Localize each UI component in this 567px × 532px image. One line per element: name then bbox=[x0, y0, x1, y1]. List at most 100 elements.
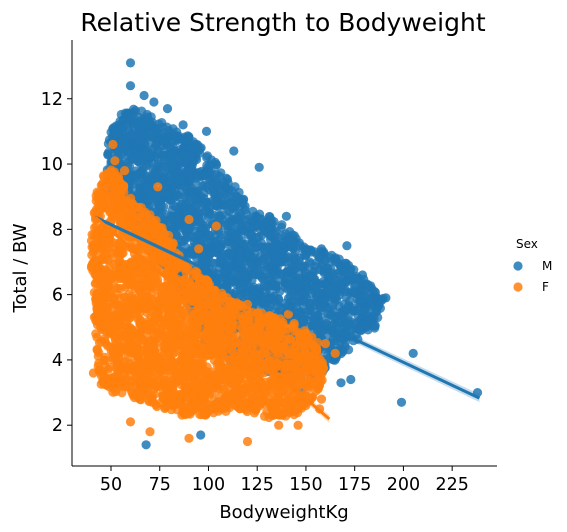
data-point-f bbox=[128, 303, 138, 313]
data-point-f bbox=[96, 180, 106, 190]
data-point-m bbox=[171, 230, 181, 240]
data-point-m bbox=[142, 130, 152, 140]
data-point-f bbox=[201, 317, 211, 328]
data-point-m bbox=[327, 301, 338, 311]
data-point-f bbox=[106, 376, 116, 386]
data-point-f bbox=[273, 351, 283, 361]
data-point-m bbox=[153, 146, 163, 156]
data-point-f bbox=[237, 314, 247, 324]
data-point-m bbox=[298, 294, 308, 304]
data-point-m bbox=[251, 269, 261, 280]
data-point-f bbox=[192, 402, 202, 412]
data-point-m bbox=[351, 287, 361, 297]
data-point-f bbox=[149, 389, 159, 400]
data-point-m bbox=[162, 104, 173, 114]
data-point-f bbox=[134, 284, 144, 294]
data-point-f bbox=[115, 262, 125, 272]
data-point-m bbox=[203, 211, 214, 221]
data-point-f bbox=[142, 349, 152, 359]
data-point-f bbox=[273, 325, 283, 335]
data-point-f bbox=[214, 305, 224, 315]
data-point-f bbox=[114, 271, 124, 281]
data-point-m bbox=[369, 286, 379, 296]
data-point-m bbox=[172, 127, 182, 137]
data-point-m bbox=[229, 146, 239, 156]
data-point-m bbox=[115, 116, 125, 126]
data-point-m bbox=[268, 225, 278, 235]
data-point-f bbox=[213, 384, 223, 394]
data-point-m bbox=[151, 124, 161, 134]
data-point-f bbox=[92, 232, 102, 242]
data-point-f bbox=[180, 335, 190, 345]
data-point-f bbox=[242, 406, 252, 417]
data-point-f bbox=[150, 230, 160, 240]
data-point-m bbox=[340, 342, 350, 352]
data-point-f bbox=[318, 363, 328, 373]
data-point-m bbox=[221, 239, 231, 249]
data-point-m bbox=[263, 299, 273, 309]
data-point-f bbox=[290, 362, 300, 372]
data-point-m bbox=[381, 293, 391, 303]
data-point-m bbox=[199, 188, 209, 198]
data-point-f bbox=[261, 349, 271, 359]
data-point-f bbox=[118, 308, 128, 318]
data-point-f bbox=[289, 348, 299, 358]
data-point-f bbox=[158, 297, 169, 307]
data-point-f bbox=[211, 296, 221, 306]
data-point-f bbox=[126, 330, 136, 340]
data-point-m bbox=[216, 195, 226, 205]
data-point-m bbox=[131, 146, 141, 156]
data-point-m bbox=[236, 226, 246, 237]
data-point-f bbox=[196, 359, 206, 369]
data-point-f bbox=[122, 274, 132, 284]
data-point-f bbox=[181, 371, 191, 381]
data-point-f bbox=[160, 395, 170, 405]
data-point-m bbox=[244, 250, 254, 260]
data-point-f bbox=[164, 307, 174, 317]
data-point-m bbox=[236, 247, 246, 257]
data-point-m bbox=[180, 242, 190, 252]
data-point-m bbox=[260, 244, 270, 254]
data-point-f bbox=[236, 398, 246, 408]
data-point-f bbox=[237, 369, 247, 379]
data-point-m bbox=[367, 299, 377, 309]
data-point-f bbox=[168, 386, 178, 396]
data-point-m bbox=[202, 151, 212, 161]
data-point-f bbox=[200, 294, 210, 304]
data-point-m bbox=[315, 253, 325, 263]
data-point-f bbox=[189, 310, 199, 320]
data-point-m bbox=[325, 253, 335, 263]
data-point-f bbox=[152, 401, 162, 412]
data-point-f bbox=[193, 377, 203, 387]
data-point-f bbox=[106, 174, 116, 184]
data-point-m bbox=[337, 311, 347, 321]
data-point-f bbox=[180, 410, 190, 420]
data-point-f bbox=[296, 403, 307, 413]
data-point-f bbox=[212, 338, 222, 349]
data-point-f bbox=[101, 265, 111, 275]
data-point-m bbox=[117, 136, 127, 146]
data-point-m bbox=[123, 145, 133, 155]
data-point-m bbox=[342, 241, 352, 251]
data-point-f bbox=[149, 344, 159, 354]
data-point-m bbox=[144, 195, 154, 205]
data-point-f bbox=[139, 361, 149, 371]
data-point-m bbox=[130, 175, 140, 185]
plot-area bbox=[86, 58, 483, 450]
data-point-f bbox=[102, 199, 112, 209]
data-point-m bbox=[127, 130, 137, 140]
data-point-m bbox=[198, 221, 208, 231]
data-point-f bbox=[111, 387, 121, 397]
data-point-m bbox=[232, 211, 242, 222]
data-point-f bbox=[168, 323, 178, 333]
data-point-m bbox=[354, 297, 364, 307]
data-point-f bbox=[205, 405, 215, 415]
data-point-m bbox=[254, 219, 265, 229]
data-point-m bbox=[167, 215, 177, 225]
data-point-f bbox=[204, 349, 214, 359]
data-point-f bbox=[237, 323, 247, 333]
data-point-f bbox=[134, 391, 144, 401]
data-point-f bbox=[141, 209, 151, 219]
data-point-f bbox=[106, 270, 117, 280]
data-point-m bbox=[341, 258, 351, 268]
